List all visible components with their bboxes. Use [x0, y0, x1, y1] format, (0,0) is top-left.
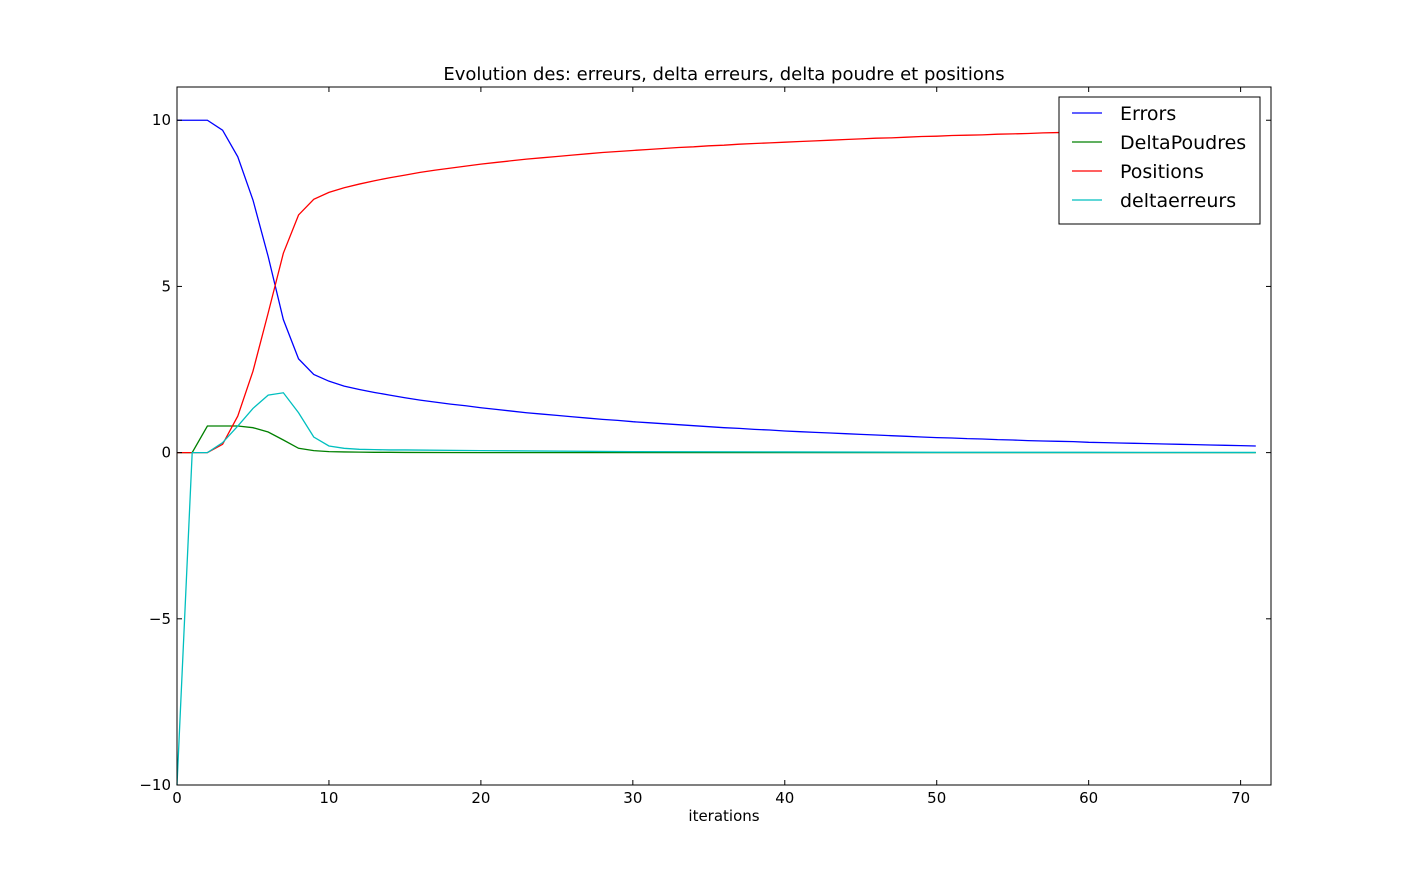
x-tick-label: 70	[1231, 789, 1250, 807]
y-tick-label: 0	[161, 444, 171, 462]
legend-box	[1058, 96, 1261, 225]
x-tick-label: 20	[471, 789, 490, 807]
x-tick-label: 60	[1079, 789, 1098, 807]
y-tick-label: 10	[152, 111, 171, 129]
y-tick-label: −10	[139, 776, 171, 794]
x-tick-label: 40	[775, 789, 794, 807]
x-tick-label: 30	[623, 789, 642, 807]
legend-label: DeltaPoudres	[1120, 132, 1246, 154]
y-tick-label: 5	[161, 277, 171, 295]
series-line-errors	[177, 119, 1256, 447]
chart-title: Evolution des: erreurs, delta erreurs, d…	[443, 64, 1004, 85]
ticks-layer: 0 10 20 30 40 50 60 70 −10 −5 0 5 10	[139, 87, 1271, 807]
series-line-deltaerreurs	[176, 392, 1256, 786]
x-tick-label: 10	[319, 789, 338, 807]
plot-frame	[176, 86, 1272, 786]
x-axis-label: iterations	[688, 807, 759, 825]
x-tick-label: 0	[172, 789, 182, 807]
series-line-deltapoudres	[177, 425, 1256, 454]
legend-label: deltaerreurs	[1120, 190, 1236, 212]
legend: Errors DeltaPoudres Positions deltaerreurs	[1058, 96, 1261, 225]
y-tick-label: −5	[149, 610, 171, 628]
legend-label: Positions	[1120, 161, 1204, 183]
x-tick-label: 50	[927, 789, 946, 807]
legend-label: Errors	[1120, 103, 1176, 125]
